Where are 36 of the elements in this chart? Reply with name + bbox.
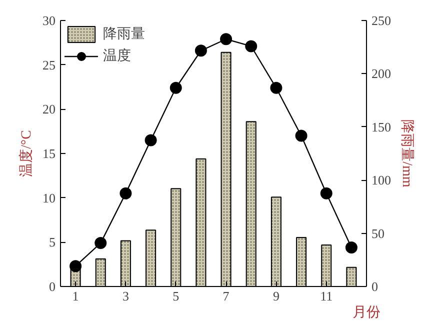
y-tick-label: 15 [42, 146, 56, 161]
y-tick-label: 0 [49, 279, 56, 294]
x-tick-label: 5 [172, 288, 180, 304]
y-tick-label: 25 [42, 57, 56, 72]
y2-tick-label: 250 [372, 13, 391, 28]
y2-tick-label: 100 [372, 172, 391, 188]
point [144, 134, 157, 146]
x-axis-title: 月份 [352, 304, 380, 320]
x-tick-label: 7 [222, 288, 230, 304]
x-tick-label: 11 [320, 288, 333, 304]
y-tick-label: 5 [49, 234, 56, 250]
point [270, 82, 282, 94]
point [120, 187, 132, 200]
point [220, 33, 232, 46]
x-tick-label: 3 [122, 288, 129, 304]
y2-axis-title: 降雨量/mm [399, 120, 415, 188]
point [245, 40, 258, 52]
y-axis-title: 温度/°C [18, 130, 34, 177]
legend-label: 温度 [103, 47, 131, 65]
point [194, 44, 207, 57]
y2-tick-label: 0 [372, 279, 378, 294]
y-tick-label: 20 [42, 102, 56, 117]
point [94, 237, 107, 250]
x-tick-label: 9 [272, 288, 280, 304]
y-tick-label: 30 [42, 13, 56, 28]
y2-tick-label: 50 [372, 226, 384, 241]
y2-tick-label: 200 [372, 66, 391, 82]
point [295, 130, 308, 142]
legend-label: 降雨量 [103, 26, 145, 43]
point [70, 260, 82, 272]
y-tick-label: 10 [42, 190, 56, 206]
point [345, 242, 358, 254]
y2-tick-label: 150 [372, 119, 391, 134]
point [320, 187, 332, 200]
x-tick-label: 1 [72, 288, 79, 304]
point [170, 82, 182, 94]
